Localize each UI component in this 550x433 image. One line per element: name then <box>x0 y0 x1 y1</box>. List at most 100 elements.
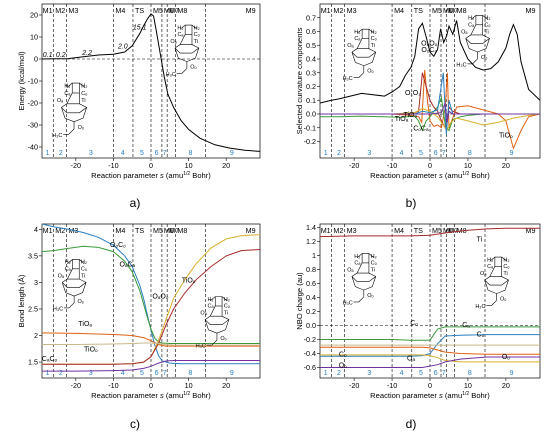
molecule-label: H₂ <box>177 25 183 31</box>
region-label-m5: M5 <box>432 226 442 235</box>
molecule-ring <box>484 279 509 294</box>
molecule-label: H₃C <box>343 76 353 82</box>
region-label-m9: M9 <box>526 226 536 235</box>
molecule-bond <box>472 58 478 65</box>
molecule-label: Oₐ <box>347 43 354 49</box>
molecule-label: H₂ <box>468 16 474 22</box>
region-label-m3: M3 <box>68 6 78 15</box>
molecule-label: Ti <box>194 39 198 45</box>
molecule-label: Cₒ <box>81 91 87 97</box>
molecule-label: H₂ <box>354 29 360 35</box>
curve-annotation: TiOₒ <box>84 346 98 353</box>
molecule-ring <box>62 278 87 288</box>
y-tick-label: 1 <box>312 251 316 260</box>
y-tick-label: 4 <box>34 225 38 234</box>
region-label-m4: M4 <box>115 226 125 235</box>
x-tick-label: 10 <box>464 161 472 170</box>
region-number-1: 1 <box>46 150 50 157</box>
series-line-1 <box>42 224 260 365</box>
molecule-bond <box>179 34 186 45</box>
series-line-7 <box>42 360 260 372</box>
molecule-bond <box>66 92 73 104</box>
molecule-label: Oₒ <box>367 293 373 299</box>
molecule-label: Ti <box>503 271 507 277</box>
y-axis-label: NBO charge (au) <box>295 272 304 330</box>
series-line-4 <box>42 249 260 365</box>
x-axis-label-part: 1/2 <box>183 171 190 177</box>
region-label-ts: TS <box>414 226 423 235</box>
x-tick-label: 10 <box>464 381 472 390</box>
region-label-m7: M7 <box>169 6 179 15</box>
y-tick-label: 10 <box>30 33 38 42</box>
x-axis-label-part: 1/2 <box>462 171 469 177</box>
y-tick-label: -20 <box>28 99 38 108</box>
molecule-label: Oₐ <box>57 98 64 104</box>
region-number-1: 1 <box>324 370 328 377</box>
region-number-1: 1 <box>324 150 328 157</box>
region-label-ts: TS <box>414 6 423 15</box>
molecule-label: H₂ <box>354 254 360 260</box>
molecule-label: Cₐ <box>487 264 494 270</box>
molecule-label: H₃C <box>343 301 353 307</box>
series-line-5 <box>42 332 260 347</box>
region-number-4: 4 <box>400 150 404 157</box>
x-axis-label-part: s <box>160 171 164 180</box>
molecule-bond <box>491 300 497 306</box>
molecule-ring <box>351 272 377 282</box>
molecule-ring <box>351 276 377 291</box>
curve-annotation: O₁O₂ <box>405 90 421 97</box>
molecule-label: Oₐ <box>170 39 177 45</box>
region-number-8: 8 <box>189 150 193 157</box>
molecule-label: H₂ <box>207 297 213 303</box>
molecule-label: Oₒ <box>78 299 84 305</box>
molecule-label: Cₐ <box>468 22 475 28</box>
series-line-6 <box>320 356 540 368</box>
series-line-4 <box>320 346 540 355</box>
region-label-m9: M9 <box>526 6 536 15</box>
region-label-m7: M7 <box>169 226 179 235</box>
region-number-3: 3 <box>89 150 93 157</box>
molecule-bond <box>209 305 216 317</box>
molecule-ring <box>465 34 491 44</box>
region-label-m4: M4 <box>394 226 404 235</box>
curve-annotation: Oₐ <box>407 356 415 363</box>
y-tick-label: 0.4 <box>306 55 316 64</box>
x-tick-label: 0 <box>149 381 153 390</box>
region-label-ts: TS <box>135 226 144 235</box>
region-label-m3: M3 <box>347 6 357 15</box>
curve-annotation: CₐCₒ <box>42 356 58 363</box>
region-number-2: 2 <box>337 150 341 157</box>
molecule-bond <box>358 296 365 303</box>
x-axis-label-part: s <box>160 391 164 400</box>
x-axis-label-part: (amu <box>443 391 462 400</box>
molecule-bond <box>66 82 86 88</box>
molecule-label: H₂ <box>224 297 230 303</box>
series-line-5 <box>320 354 540 363</box>
series-line-6 <box>42 342 260 346</box>
curve-annotation: OₐCₐ <box>119 261 135 268</box>
molecule-bond <box>67 268 73 280</box>
molecule-label: Ti <box>371 267 375 273</box>
region-label-m9: M9 <box>246 226 256 235</box>
x-tick-label: -20 <box>349 381 359 390</box>
y-tick-label: 0.7 <box>306 13 316 22</box>
region-number-4: 4 <box>400 370 404 377</box>
y-tick-label: 3.5 <box>28 251 38 260</box>
x-axis-label-part: (amu <box>164 391 183 400</box>
x-tick-label: 20 <box>222 381 230 390</box>
region-label-m5: M5 <box>432 6 442 15</box>
x-axis-label-part: s <box>439 391 443 400</box>
molecule-bond <box>209 296 228 302</box>
region-label-m8: M8 <box>457 6 467 15</box>
energy-label: 2.2 <box>81 50 92 57</box>
x-tick-label: -10 <box>108 161 118 170</box>
region-number-8: 8 <box>468 370 472 377</box>
x-axis-label: Reaction parameter s (amu1/2 Bohr) <box>370 391 490 400</box>
molecule-label: Ti <box>81 273 85 279</box>
molecule-bond <box>356 28 375 34</box>
series-line-1 <box>42 13 260 152</box>
region-number-3: 3 <box>367 370 371 377</box>
region-number-5: 5 <box>140 150 144 157</box>
y-tick-label: -0.1 <box>304 123 316 132</box>
series-line-3 <box>320 334 540 357</box>
